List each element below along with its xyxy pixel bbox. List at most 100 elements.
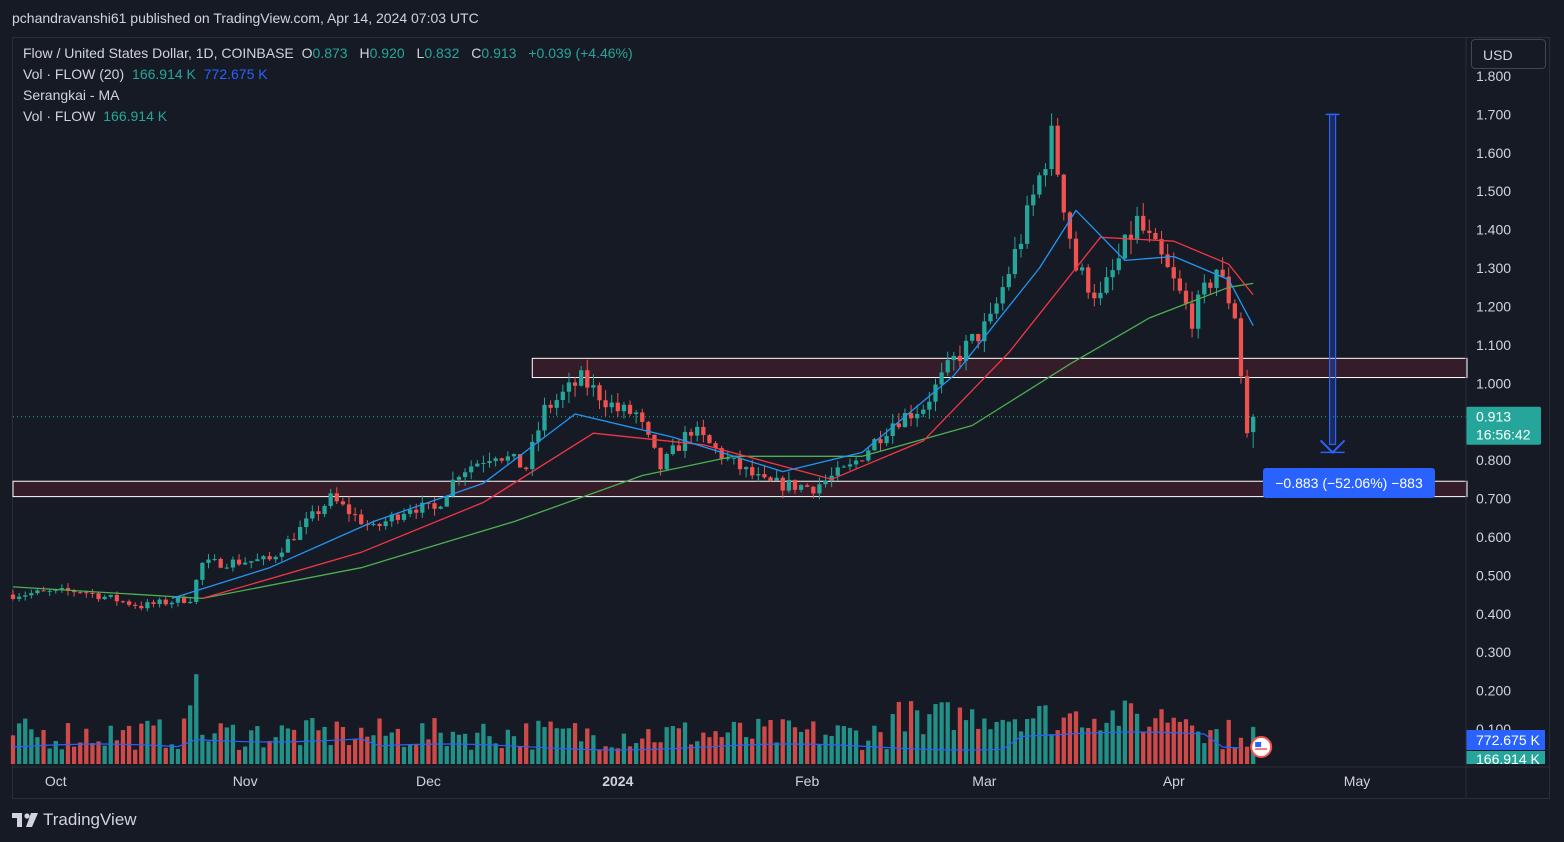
volume-bar xyxy=(676,728,682,764)
candle-body xyxy=(915,413,920,419)
volume-bar xyxy=(1220,749,1225,764)
candle-body xyxy=(847,464,853,467)
candle-body xyxy=(872,439,877,451)
candle-body xyxy=(383,521,388,527)
candle-body xyxy=(853,460,859,465)
candle-body xyxy=(591,385,596,388)
candle-body xyxy=(285,539,291,553)
candle-body xyxy=(371,523,376,525)
candle-body xyxy=(1183,290,1189,304)
volume-bar xyxy=(621,733,627,764)
volume-bar xyxy=(249,730,254,764)
volume-bar xyxy=(145,720,150,764)
volume-bar xyxy=(273,737,278,764)
volume-bar xyxy=(1055,730,1060,764)
volume-bar xyxy=(53,740,58,764)
x-tick-label: 2024 xyxy=(602,773,633,789)
volume-bar xyxy=(1153,718,1158,764)
y-tick-label: 0.200 xyxy=(1476,683,1511,699)
candle-body xyxy=(585,370,590,388)
legend-c-label: C xyxy=(471,45,482,61)
volume-ma-line xyxy=(12,731,1242,751)
candle-body xyxy=(401,513,407,520)
volume-bar xyxy=(1116,725,1121,764)
volume-bar xyxy=(756,718,761,764)
candle-body xyxy=(90,592,95,594)
x-tick-label: Oct xyxy=(45,773,67,789)
volume-bar xyxy=(511,736,517,764)
candle-body xyxy=(377,523,382,527)
candle-body xyxy=(676,445,682,451)
candle-body xyxy=(1177,278,1183,291)
y-tick-label: 0.400 xyxy=(1476,606,1511,622)
candle-body xyxy=(756,474,761,476)
ma-green-line xyxy=(12,282,1254,600)
volume-bar xyxy=(982,718,987,764)
candle-body xyxy=(322,506,327,515)
y-tick-label: 1.600 xyxy=(1476,145,1511,161)
volume-bar xyxy=(670,726,675,764)
candle-body xyxy=(750,467,755,476)
candle-body xyxy=(701,426,706,436)
volume-ma-tag: 772.675 K xyxy=(1476,732,1540,748)
candle-body xyxy=(939,372,944,385)
candle-body xyxy=(951,355,956,361)
volume-bar xyxy=(23,718,28,764)
volume-bar xyxy=(713,731,718,764)
legend-open: 0.873 xyxy=(312,45,348,61)
y-tick-label: 1.300 xyxy=(1476,260,1511,276)
volume-bar xyxy=(634,743,639,764)
legend-vol-label: Vol · FLOW (20) xyxy=(23,66,125,82)
volume-layer xyxy=(10,674,1256,764)
zone-1 xyxy=(12,480,1468,498)
chart-frame xyxy=(12,37,1550,799)
x-tick-label: Feb xyxy=(795,773,819,789)
candle-body xyxy=(566,382,572,392)
candle-body xyxy=(982,321,987,342)
candle-body xyxy=(1196,294,1201,329)
volume-bar xyxy=(352,739,358,764)
volume-bar xyxy=(1012,719,1018,764)
candle-body xyxy=(35,590,40,594)
volume-bar xyxy=(438,732,443,764)
candle-body xyxy=(243,562,248,565)
volume-bar xyxy=(133,749,138,764)
currency-button[interactable]: USD xyxy=(1471,39,1546,69)
x-tick-label: May xyxy=(1344,773,1370,789)
candle-body xyxy=(481,463,486,465)
volume-bar xyxy=(560,728,565,764)
volume-bar xyxy=(1079,727,1085,764)
candle-body xyxy=(41,590,46,592)
volume-bar xyxy=(78,742,83,764)
volume-bar xyxy=(346,745,352,764)
candle-body xyxy=(841,466,846,468)
volume-bar xyxy=(658,742,663,764)
volume-bar xyxy=(1202,743,1207,764)
candle-body xyxy=(1165,254,1170,268)
candle-body xyxy=(1018,243,1024,250)
candle-body xyxy=(108,594,113,597)
volume-bar xyxy=(1031,718,1036,764)
candle-body xyxy=(1086,267,1091,293)
volume-bar xyxy=(1165,722,1170,764)
candle-body xyxy=(805,485,810,487)
candle-body xyxy=(646,421,651,435)
candle-body xyxy=(768,477,773,481)
price-tag-box xyxy=(1466,406,1541,445)
candle-body xyxy=(1067,212,1073,239)
y-tick-label: 1.500 xyxy=(1476,183,1511,199)
volume-bar xyxy=(365,736,370,764)
candle-body xyxy=(1000,287,1005,304)
candle-body xyxy=(572,382,578,386)
overlay-layer: −0.883 (−52.06%) −883 xyxy=(1263,113,1435,498)
footer-brand[interactable]: TradingView xyxy=(12,810,137,830)
candle-body xyxy=(407,509,413,514)
candle-body xyxy=(548,404,553,408)
candle-body xyxy=(774,477,779,481)
candle-body xyxy=(1208,282,1213,288)
volume-bar xyxy=(371,735,376,764)
candle-body xyxy=(175,597,181,603)
volume-bar xyxy=(175,748,181,764)
candle-body xyxy=(713,443,718,449)
